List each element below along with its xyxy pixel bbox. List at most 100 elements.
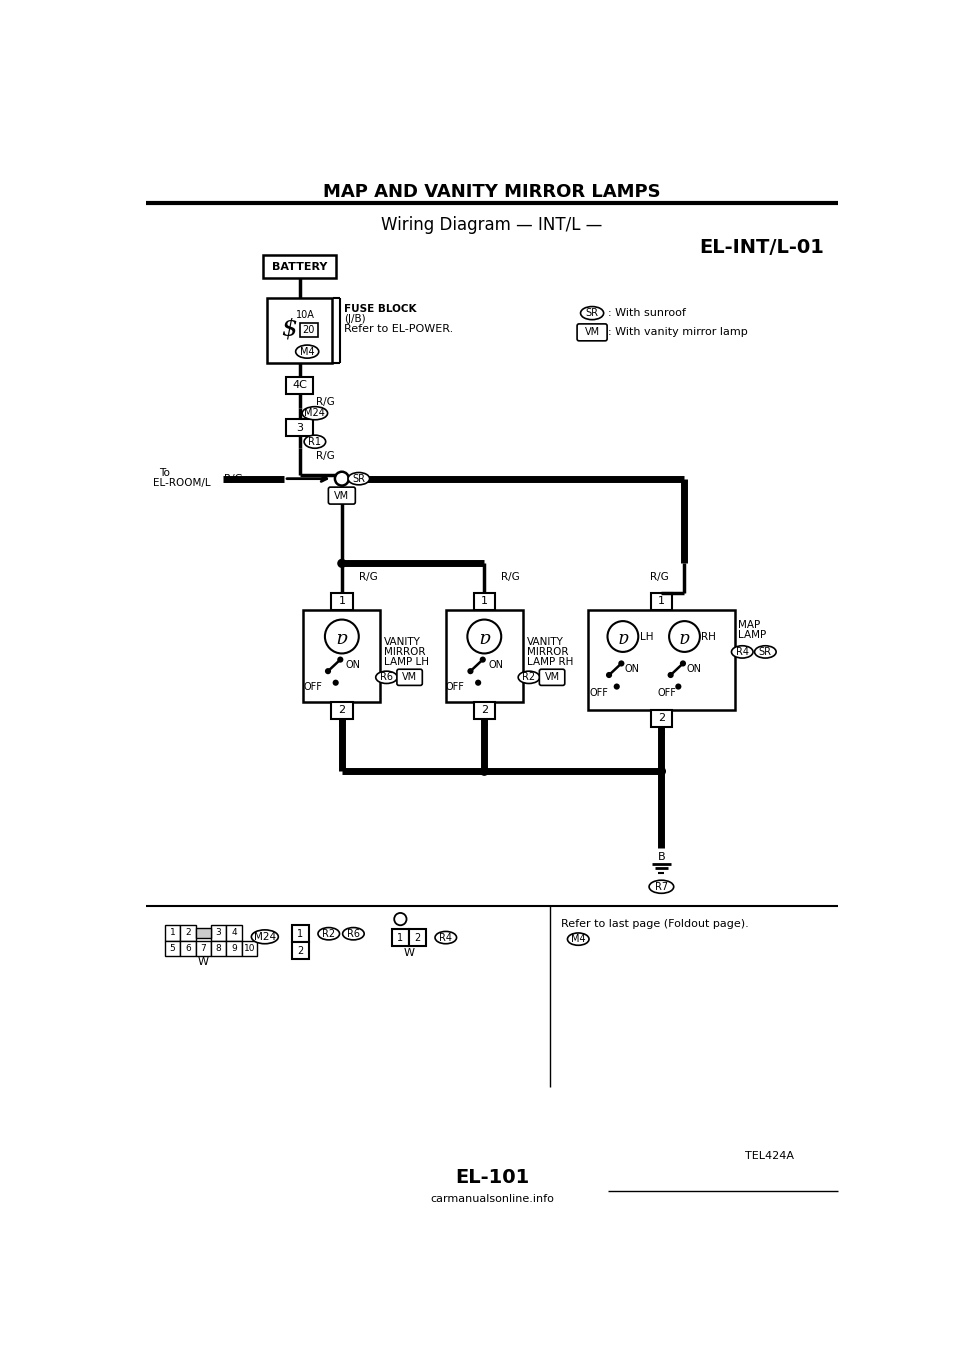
Ellipse shape — [755, 646, 776, 659]
Text: ON: ON — [488, 660, 503, 669]
Bar — [196, 941, 211, 956]
Text: VM: VM — [544, 672, 560, 682]
Ellipse shape — [296, 345, 319, 359]
FancyBboxPatch shape — [540, 669, 564, 686]
Text: W: W — [403, 948, 415, 957]
Text: R/G: R/G — [501, 572, 520, 583]
Circle shape — [335, 471, 348, 486]
Text: VANITY: VANITY — [527, 637, 564, 646]
Text: MIRROR: MIRROR — [384, 646, 425, 657]
Text: EL-101: EL-101 — [455, 1168, 529, 1187]
Bar — [286, 378, 313, 394]
Bar — [651, 710, 672, 727]
Text: VM: VM — [585, 327, 600, 337]
Circle shape — [669, 621, 700, 652]
Text: 10: 10 — [244, 944, 255, 953]
Text: 8: 8 — [216, 944, 222, 953]
Text: FUSE BLOCK: FUSE BLOCK — [344, 304, 417, 314]
Ellipse shape — [567, 933, 589, 945]
Text: SR: SR — [758, 646, 772, 657]
Text: OFF: OFF — [445, 682, 465, 691]
Text: M24: M24 — [253, 932, 276, 942]
Ellipse shape — [343, 928, 364, 940]
Bar — [473, 702, 495, 718]
Bar — [331, 592, 352, 610]
Text: 7: 7 — [201, 944, 206, 953]
Ellipse shape — [518, 671, 540, 683]
Text: R6: R6 — [347, 929, 360, 938]
Bar — [292, 925, 309, 942]
Text: 6: 6 — [185, 944, 191, 953]
Bar — [165, 941, 180, 956]
Circle shape — [675, 683, 682, 690]
Text: R/G: R/G — [317, 397, 335, 406]
Circle shape — [324, 668, 331, 674]
Text: LAMP RH: LAMP RH — [527, 657, 573, 667]
Bar — [303, 610, 380, 702]
Text: R4: R4 — [440, 933, 452, 942]
Text: R2: R2 — [522, 672, 536, 682]
Text: a: a — [679, 627, 690, 645]
Ellipse shape — [435, 932, 457, 944]
Text: R1: R1 — [308, 437, 322, 447]
Circle shape — [608, 621, 638, 652]
Bar — [588, 610, 734, 710]
Ellipse shape — [302, 406, 327, 420]
Text: RH: RH — [702, 631, 716, 641]
Circle shape — [680, 660, 686, 667]
Text: M4: M4 — [300, 346, 315, 357]
Text: a: a — [336, 627, 348, 645]
Text: SR: SR — [352, 474, 366, 483]
Bar — [286, 420, 313, 436]
Text: R/G: R/G — [224, 474, 243, 483]
Bar — [331, 702, 352, 718]
Text: To: To — [159, 467, 170, 478]
Text: SR: SR — [586, 308, 599, 318]
Bar — [409, 929, 426, 947]
Text: R/G: R/G — [650, 572, 668, 583]
Text: M4: M4 — [571, 934, 586, 944]
Circle shape — [613, 683, 620, 690]
Text: VANITY: VANITY — [384, 637, 421, 646]
Text: W: W — [198, 957, 208, 967]
Text: OFF: OFF — [658, 687, 677, 698]
Ellipse shape — [304, 435, 325, 448]
Text: carmanualsonline.info: carmanualsonline.info — [430, 1194, 554, 1203]
Text: M24: M24 — [304, 409, 325, 418]
Circle shape — [468, 619, 501, 653]
Text: a: a — [478, 627, 491, 645]
Bar — [292, 942, 309, 959]
Text: TEL424A: TEL424A — [745, 1152, 794, 1161]
Text: 1: 1 — [170, 929, 176, 937]
Text: VM: VM — [334, 490, 349, 501]
Bar — [227, 941, 242, 956]
FancyBboxPatch shape — [577, 325, 607, 341]
Text: B: B — [481, 718, 488, 728]
Text: B: B — [338, 718, 346, 728]
Text: OFF: OFF — [589, 687, 608, 698]
Text: : With sunroof: : With sunroof — [608, 308, 685, 318]
Text: 4C: 4C — [292, 380, 307, 391]
Circle shape — [667, 672, 674, 678]
Text: 2: 2 — [338, 705, 346, 716]
Bar — [473, 592, 495, 610]
Circle shape — [324, 619, 359, 653]
Circle shape — [480, 656, 486, 663]
Text: B: B — [658, 728, 665, 737]
Bar — [227, 925, 242, 941]
Text: 2: 2 — [185, 929, 191, 937]
Text: 2: 2 — [658, 713, 665, 722]
Bar — [651, 592, 672, 610]
Circle shape — [332, 679, 339, 686]
Text: 10A: 10A — [297, 311, 315, 320]
Text: MAP: MAP — [738, 621, 760, 630]
Text: 9: 9 — [231, 944, 237, 953]
Ellipse shape — [318, 928, 340, 940]
Text: LAMP LH: LAMP LH — [384, 657, 429, 667]
Bar — [165, 925, 180, 941]
Bar — [180, 941, 196, 956]
Ellipse shape — [581, 307, 604, 319]
Text: $: $ — [280, 316, 297, 340]
Text: 1: 1 — [298, 929, 303, 938]
Ellipse shape — [732, 646, 753, 659]
